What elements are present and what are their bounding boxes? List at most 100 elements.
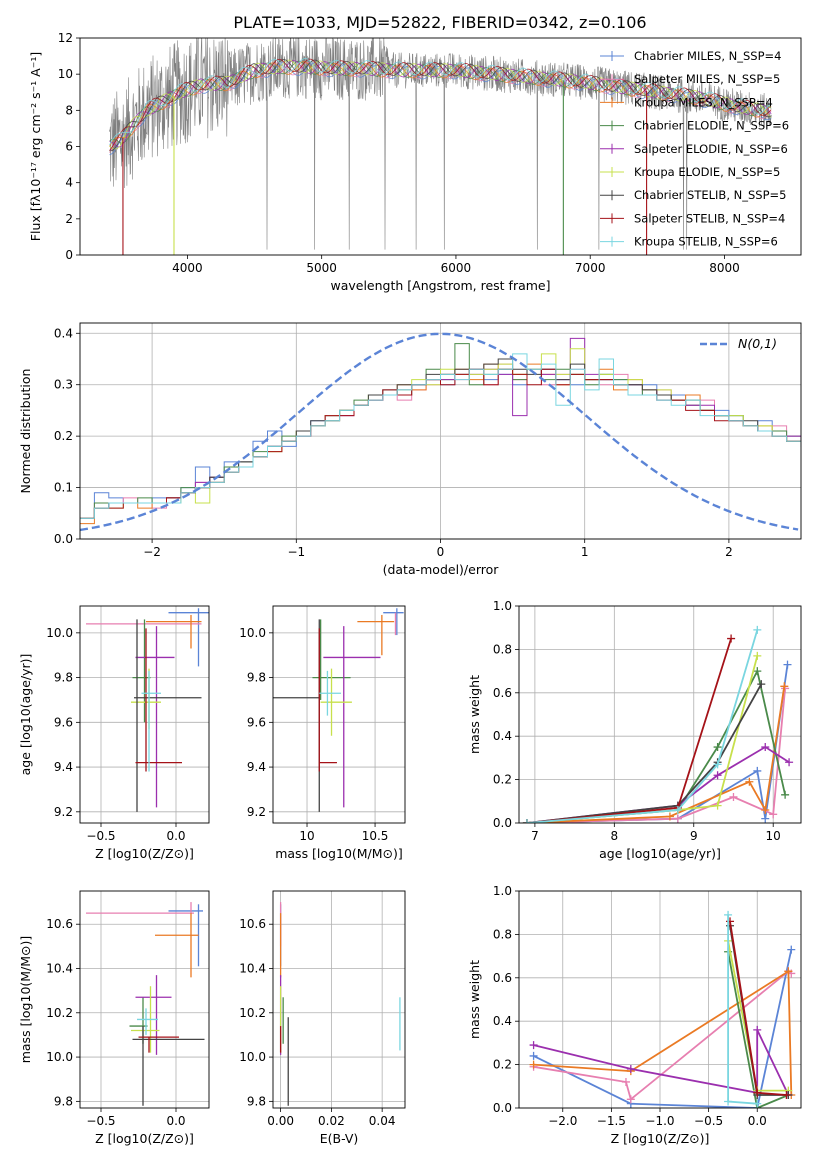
- histogram-kroupa_stelib: [80, 353, 801, 519]
- tick-label-y: 9.2: [247, 805, 266, 819]
- legend-label-kroupa_stelib: Kroupa STELIB, N_SSP=6: [634, 235, 778, 249]
- axis-label-y: Normed distribution: [18, 369, 33, 494]
- weight-marker-kroupa_miles: [745, 777, 754, 786]
- normal-curve: [80, 332, 799, 532]
- tick-label-x: 0: [437, 545, 445, 559]
- tick-label-x: 0.0: [166, 1114, 185, 1128]
- tick-label-y: 10.0: [239, 626, 266, 640]
- weight-marker-salpeter_elodie: [529, 1041, 538, 1050]
- tick-label-y: 0.2: [54, 429, 73, 443]
- tick-label-y: 9.6: [54, 715, 73, 729]
- plot-area: [273, 608, 404, 812]
- histogram-chabrier_elodie: [80, 343, 801, 519]
- weight-marker-chabrier_miles: [529, 1051, 538, 1060]
- weight-marker-chabrier_miles: [787, 945, 796, 954]
- weight-marker-salpeter_elodie: [713, 771, 722, 780]
- model-line-chabrier_stelib: [109, 59, 772, 152]
- axis-label-x: Z [log10(Z/Z⊙)]: [95, 846, 194, 861]
- tick-label-y: 0.1: [54, 481, 73, 495]
- tick-label-x: 0.00: [267, 1114, 294, 1128]
- legend-label-kroupa_elodie: Kroupa ELODIE, N_SSP=5: [634, 165, 780, 179]
- axis-label-x: Z [log10(Z/Z⊙)]: [611, 1131, 710, 1146]
- tick-label-y: 9.8: [54, 1094, 73, 1108]
- plot-area: [80, 332, 801, 532]
- tick-label-x: −1.5: [597, 1114, 626, 1128]
- weight-marker-salpeter_miles: [769, 810, 778, 819]
- weight-line-chabrier_miles: [533, 949, 793, 1108]
- tick-label-x: −0.5: [86, 1114, 115, 1128]
- weight-line-kroupa_miles: [533, 969, 793, 1096]
- tick-label-y: 0.2: [493, 1058, 512, 1072]
- tick-label-y: 0.4: [493, 1014, 512, 1028]
- axis-label-x: (data-model)/error: [383, 562, 500, 577]
- axis-label-x: age [log10(age/yr)]: [599, 846, 721, 861]
- weight-marker-kroupa_miles: [780, 682, 789, 691]
- weight-line-chabrier_elodie: [727, 951, 789, 1108]
- histogram-salpeter_stelib: [80, 368, 801, 519]
- weight-marker-salpeter_stelib: [782, 1090, 791, 1099]
- tick-label-x: 0.02: [318, 1114, 345, 1128]
- weight-marker-kroupa_stelib: [713, 760, 722, 769]
- tick-label-x: 1: [581, 545, 589, 559]
- tick-label-y: 10.4: [239, 962, 266, 976]
- tick-label-y: 0.8: [493, 927, 512, 941]
- tick-label-y: 12: [58, 31, 73, 45]
- legend-label-salpeter_elodie: Salpeter ELODIE, N_SSP=6: [634, 142, 788, 156]
- tick-label-y: 10.0: [239, 1050, 266, 1064]
- tick-label-y: 0.6: [493, 971, 512, 985]
- axes-frame: [272, 890, 406, 1109]
- legend-label-chabrier_stelib: Chabrier STELIB, N_SSP=5: [634, 188, 786, 202]
- tick-label-x: 9: [690, 829, 698, 843]
- tick-label-y: 0.0: [493, 816, 512, 830]
- weight-marker-salpeter_miles: [626, 1095, 635, 1104]
- histogram-chabrier_stelib: [80, 358, 801, 519]
- figure-title: PLATE=1033, MJD=52822, FIBERID=0342, z=0…: [233, 13, 646, 32]
- weight-line-salpeter_miles: [526, 688, 786, 823]
- tick-label-x: 7000: [575, 261, 606, 275]
- tick-label-y: 2: [65, 212, 73, 226]
- tick-label-y: 9.8: [247, 671, 266, 685]
- axis-label-x: Z [log10(Z/Z⊙)]: [95, 1131, 194, 1146]
- tick-label-y: 9.2: [54, 805, 73, 819]
- axis-label-x: E(B-V): [320, 1131, 359, 1146]
- tick-label-y: 0.4: [54, 326, 73, 340]
- axes-frame: [272, 605, 406, 824]
- tick-label-y: 4: [65, 176, 73, 190]
- tick-label-y: 1.0: [493, 599, 512, 613]
- legend-label-kroupa_miles: Kroupa MILES, N_SSP=4: [634, 95, 773, 109]
- weight-marker-salpeter_miles: [621, 1077, 630, 1086]
- tick-label-y: 0.3: [54, 378, 73, 392]
- axes-frame: [79, 322, 802, 540]
- plot-area: [86, 608, 209, 812]
- panel-spectrum: 4000 5000 6000 7000 8000 0 2 4 6 8 10 12 wavelength …: [28, 31, 802, 293]
- histogram-chabrier_miles: [80, 368, 801, 519]
- panel-residuals: −2 −1 0 1 2 0.0 0.1 0.2 0.3 0.4 (data-model)/error…: [18, 322, 802, 577]
- tick-label-x: −0.5: [694, 1114, 723, 1128]
- panel-age_vs_Z: −0.5 0.0 9.2 9.4 9.6 9.8 10.0 Z [log10(Z/Z⊙)] ag…: [18, 605, 210, 861]
- model-line-kroupa_miles: [109, 61, 772, 147]
- plot-area: [522, 625, 794, 823]
- tick-label-y: 9.4: [54, 760, 73, 774]
- panels: 4000 5000 6000 7000 8000024681012wavelength …: [18, 31, 802, 1146]
- tick-label-x: −0.5: [86, 829, 115, 843]
- tick-label-y: 9.6: [247, 715, 266, 729]
- tick-label-x: 6000: [441, 261, 472, 275]
- tick-label-x: 10: [766, 829, 781, 843]
- tick-label-y: 10.2: [46, 1006, 73, 1020]
- tick-label-y: 0.8: [493, 642, 512, 656]
- weight-marker-chabrier_miles: [753, 766, 762, 775]
- legend-label-chabrier_miles: Chabrier MILES, N_SSP=4: [634, 49, 781, 63]
- tick-label-y: 0.0: [493, 1101, 512, 1115]
- axis-label-y: Flux [fλ10⁻¹⁷ erg cm⁻² s⁻¹ A⁻¹]: [28, 52, 43, 241]
- weight-line-salpeter_elodie: [533, 1029, 790, 1096]
- tick-label-x: 0.0: [748, 1114, 767, 1128]
- weight-marker-salpeter_stelib: [727, 634, 736, 643]
- plot-area: [529, 910, 796, 1108]
- weight-marker-kroupa_elodie: [753, 651, 762, 660]
- tick-label-y: 0.0: [54, 532, 73, 546]
- tick-label-x: 10: [299, 829, 314, 843]
- histogram-salpeter_elodie: [80, 337, 801, 519]
- weight-marker-kroupa_stelib: [724, 1097, 733, 1106]
- tick-label-x: 8: [611, 829, 619, 843]
- model-line-salpeter_stelib: [109, 58, 772, 151]
